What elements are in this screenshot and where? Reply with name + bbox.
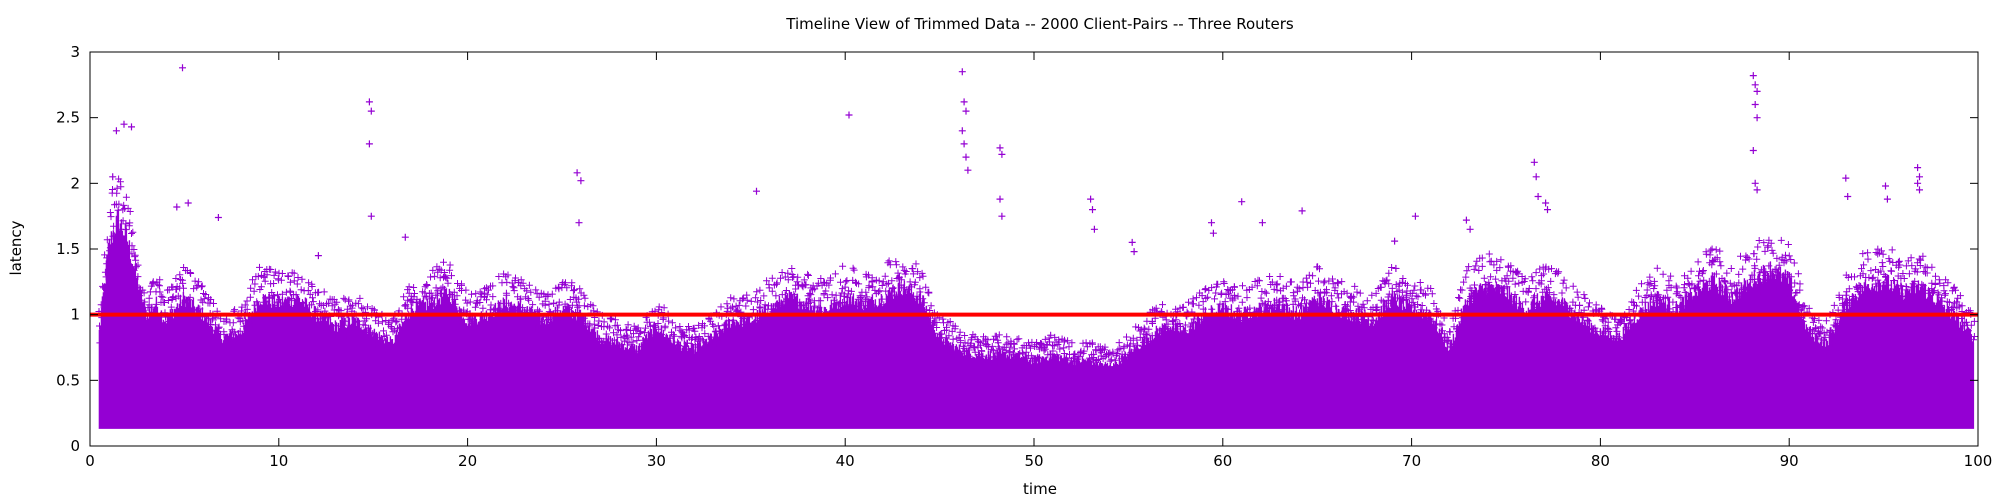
data-point-outlier (1128, 238, 1136, 246)
data-point-outlier (1411, 212, 1419, 220)
data-point-outlier (1542, 199, 1550, 207)
data-point-outlier (1882, 182, 1889, 190)
point-band (98, 208, 1975, 429)
x-tick-label: 50 (1024, 452, 1043, 470)
y-tick-label: 1.5 (56, 240, 80, 258)
data-point-outlier (1532, 173, 1540, 181)
data-point-outlier (960, 140, 968, 148)
data-point-outlier (1208, 219, 1215, 227)
data-point-outlier (753, 187, 760, 195)
data-point-outlier (1544, 206, 1551, 214)
data-point-outlier (1749, 72, 1757, 80)
data-point-outlier (1751, 101, 1759, 108)
x-axis-label: time (1023, 480, 1057, 498)
data-point-outlier (962, 107, 970, 115)
data-point-outlier (1090, 225, 1098, 233)
data-point-outlier (173, 203, 181, 211)
data-point-outlier (128, 123, 135, 131)
data-point-outlier (998, 212, 1006, 220)
y-tick-label: 0.5 (56, 371, 80, 389)
data-point-outlier (112, 127, 120, 135)
data-point-outlier (179, 64, 186, 72)
data-point-outlier (367, 107, 375, 115)
x-tick-label: 60 (1213, 452, 1232, 470)
y-tick-label: 3 (70, 43, 80, 61)
x-tick-label: 0 (85, 452, 95, 470)
x-tick-label: 80 (1591, 452, 1610, 470)
data-point-outlier (365, 98, 373, 106)
data-point-outlier (1914, 179, 1922, 187)
y-tick-label: 2 (70, 174, 80, 192)
data-point-outlier (1462, 216, 1470, 224)
data-point-outlier (1089, 206, 1096, 214)
chart-title: Timeline View of Trimmed Data -- 2000 Cl… (785, 15, 1294, 33)
x-tick-label: 100 (1964, 452, 1993, 470)
data-point-outlier (214, 214, 222, 221)
data-point-outlier (1842, 174, 1850, 182)
data-point-outlier (998, 150, 1006, 158)
data-point-outlier (1534, 193, 1542, 200)
data-point-outlier (962, 153, 970, 161)
data-point-outlier (1749, 147, 1757, 154)
x-tick-label: 70 (1402, 452, 1421, 470)
data-point-outlier (1753, 114, 1761, 122)
data-point-outlier (958, 68, 966, 76)
data-point-outlier (575, 219, 583, 227)
x-tick-label: 10 (269, 452, 288, 470)
data-point-outlier (120, 120, 128, 128)
data-point-outlier (1209, 229, 1217, 237)
y-axis-label: latency (7, 220, 25, 275)
x-axis: 0 10 20 30 40 50 60 70 80 90 100 (85, 52, 1992, 470)
data-point-outlier (1751, 179, 1759, 187)
data-point-outlier (365, 140, 373, 148)
x-tick-label: 40 (836, 452, 855, 470)
y-axis: 0 0.5 1 1.5 2 2.5 3 (56, 43, 1978, 455)
data-point-outlier (1530, 158, 1538, 166)
y-tick-label: 1 (70, 306, 80, 324)
data-point-outlier (1258, 219, 1266, 227)
y-tick-label: 2.5 (56, 109, 80, 127)
data-point-outlier (1883, 195, 1891, 203)
data-point-outlier (1916, 173, 1923, 181)
x-tick-label: 20 (458, 452, 477, 470)
data-point-outlier (1238, 198, 1246, 206)
data-point-outlier (1087, 195, 1095, 203)
data-point-outlier (1753, 87, 1761, 95)
data-point-outlier (573, 169, 581, 177)
data-point-outlier (184, 199, 192, 207)
data-point-outlier (1130, 248, 1138, 256)
y-tick-label: 0 (70, 437, 80, 455)
data-point-outlier (1466, 225, 1474, 233)
data-point-outlier (960, 98, 968, 106)
data-point-outlier (577, 177, 585, 185)
data-point-outlier (845, 111, 853, 119)
data-point-outlier (958, 127, 966, 135)
x-tick-label: 90 (1780, 452, 1799, 470)
data-point-outlier (1298, 207, 1306, 215)
data-point-outlier (1916, 186, 1923, 194)
data-point-outlier (996, 144, 1004, 152)
data-point-outlier (109, 173, 117, 181)
data-point-outlier (367, 212, 375, 220)
data-point-outlier (1751, 81, 1759, 89)
data-point-outlier (1844, 193, 1852, 200)
data-point-outlier (1753, 186, 1761, 194)
x-tick-label: 30 (647, 452, 666, 470)
data-point-outlier (1914, 164, 1922, 172)
data-point-outlier (996, 195, 1004, 203)
data-point-outlier (401, 233, 409, 241)
data-point-outlier (314, 252, 322, 260)
data-point-outlier (964, 166, 972, 174)
data-points (95, 64, 1978, 429)
data-point-outlier (1391, 237, 1399, 245)
